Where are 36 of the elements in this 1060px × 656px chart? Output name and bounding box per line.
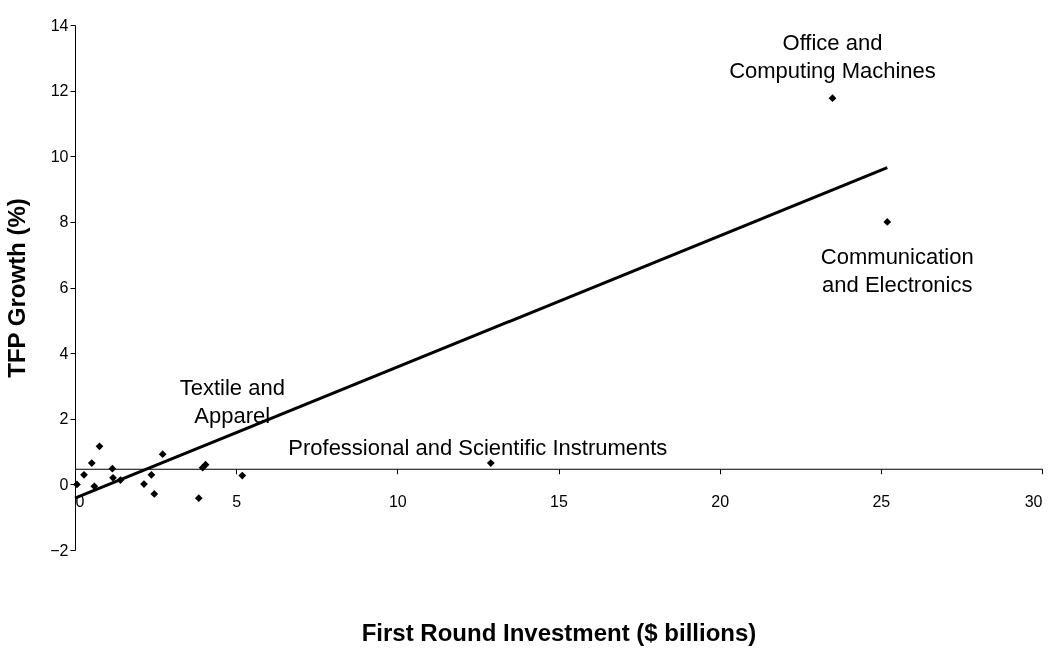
point (80, 470, 88, 479)
y-tick-label: 4 (59, 344, 69, 362)
y-axis-title: TFP Growth (%) (3, 198, 31, 378)
point (194, 494, 203, 503)
y-tick-label: 14 (50, 16, 69, 34)
point (486, 459, 495, 467)
annotation: Textile and Apparel (179, 374, 285, 428)
point (147, 470, 156, 479)
point (883, 218, 892, 226)
y-tick-label: 8 (59, 213, 69, 231)
x-tick-label: 25 (872, 493, 891, 511)
x-tick-label: 5 (232, 493, 242, 511)
y-tick-label: 10 (50, 147, 69, 165)
point (238, 471, 247, 480)
point (108, 464, 117, 473)
point (87, 459, 96, 467)
x-tick-label: 30 (1024, 493, 1043, 511)
point (109, 473, 117, 482)
point (73, 480, 81, 489)
annotation: Professional and Scientific Instruments (288, 435, 668, 461)
y-tick-label: 12 (50, 82, 69, 100)
annotation: Communication and Electronics (820, 243, 974, 297)
x-tick-label: 20 (711, 493, 730, 511)
x-tick-label: 15 (550, 493, 568, 511)
point (95, 442, 104, 451)
y-tick-label: −2 (50, 541, 69, 559)
x-tick-label: 10 (388, 493, 407, 511)
annotation: Office and Computing Machines (729, 30, 936, 84)
y-tick-label: 2 (59, 410, 69, 428)
point (158, 450, 167, 459)
point (828, 94, 837, 103)
point (150, 490, 159, 498)
x-axis-title: First Round Investment ($ billions) (361, 618, 757, 646)
y-tick-label: 6 (59, 279, 69, 296)
y-tick-label: 0 (59, 475, 69, 493)
point (116, 476, 125, 484)
